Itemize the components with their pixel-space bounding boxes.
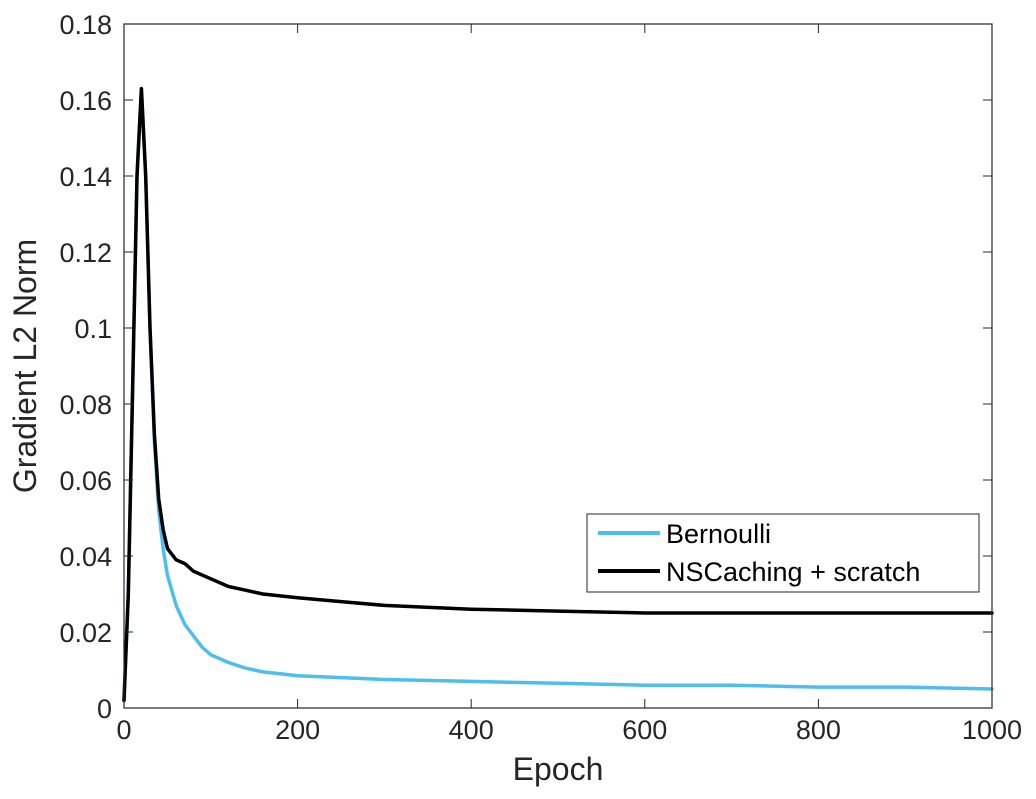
y-tick-label: 0.06	[59, 466, 112, 496]
legend: Bernoulli NSCaching + scratch	[586, 513, 980, 593]
y-tick-label: 0.1	[74, 314, 112, 344]
y-tick-label: 0	[97, 694, 112, 724]
y-tick-label: 0.14	[59, 162, 112, 192]
x-tick-label: 0	[116, 715, 131, 745]
x-tick-label: 800	[796, 715, 841, 745]
y-tick-label: 0.12	[59, 238, 112, 268]
x-tick-label: 1000	[962, 715, 1022, 745]
y-tick-label: 0.18	[59, 10, 112, 40]
series-layer	[122, 86, 994, 703]
y-tick-label: 0.16	[59, 86, 112, 116]
legend-box	[586, 513, 980, 593]
y-tick-label: 0.08	[59, 390, 112, 420]
x-tick-label: 400	[449, 715, 494, 745]
x-tick-label: 600	[622, 715, 667, 745]
legend-label-nscaching-scratch: NSCaching + scratch	[666, 557, 920, 587]
y-tick-label: 0.02	[59, 618, 112, 648]
ticks-layer: 0 200 400 600 800 1000 0 0.02 0.04 0.06 0.08 0.1 0.1…	[59, 10, 1022, 745]
axes-box	[123, 23, 993, 709]
x-axis-title: Epoch	[513, 751, 604, 787]
y-axis-title: Gradient L2 Norm	[7, 239, 43, 493]
plot-area	[124, 24, 992, 708]
legend-label-bernoulli: Bernoulli	[666, 519, 771, 549]
series-line-nscaching-scratch	[122, 86, 994, 703]
x-tick-label: 200	[275, 715, 320, 745]
y-tick-label: 0.04	[59, 542, 112, 572]
